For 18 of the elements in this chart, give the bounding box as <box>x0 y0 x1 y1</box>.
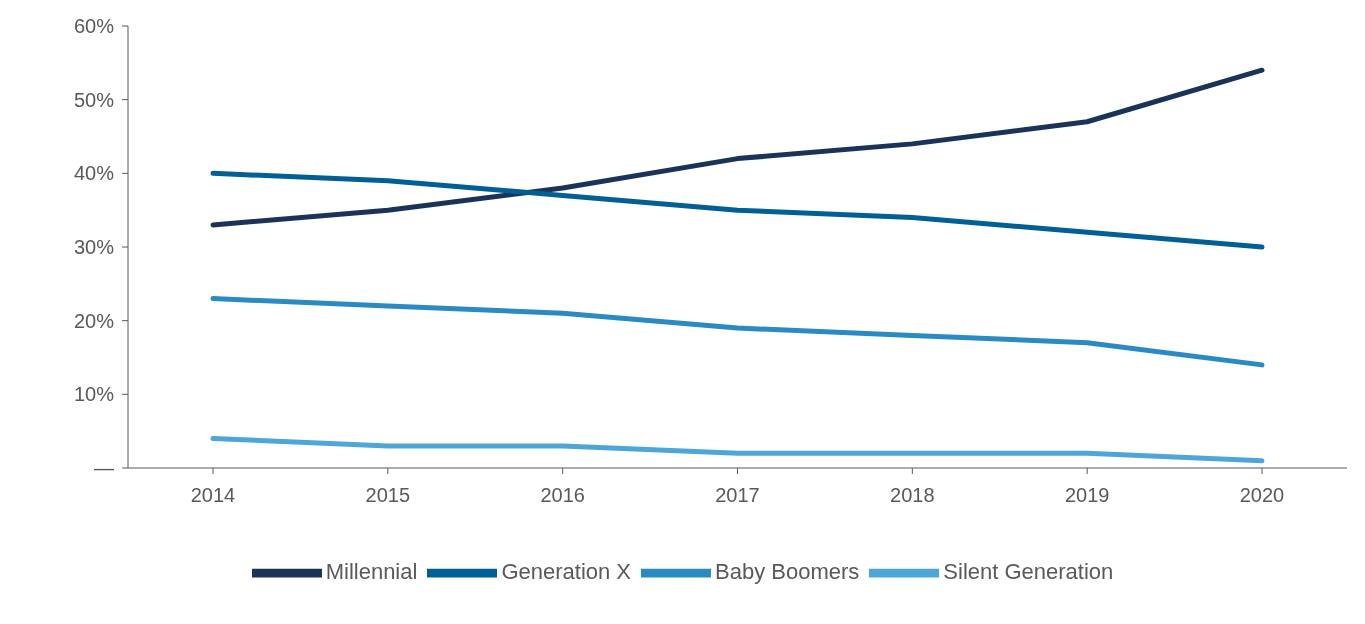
x-tick-label: 2019 <box>1064 484 1110 507</box>
y-tick-label: 30% <box>73 236 115 259</box>
x-tick-label: 2018 <box>890 484 935 507</box>
x-tick-label: 2015 <box>365 484 411 507</box>
legend-label: Generation X <box>501 558 632 584</box>
legend-label: Silent Generation <box>943 558 1114 584</box>
y-tick-label: — <box>94 457 114 480</box>
y-tick-label: 40% <box>73 162 115 185</box>
x-tick-label: 2017 <box>715 484 760 507</box>
legend-label: Baby Boomers <box>715 558 860 584</box>
y-tick-label: 20% <box>73 309 115 332</box>
x-tick-label: 2014 <box>190 484 236 507</box>
legend-label: Millennial <box>325 558 418 584</box>
y-tick-label: 10% <box>73 383 115 406</box>
y-tick-label: 50% <box>73 88 115 111</box>
y-tick-label: 60% <box>73 15 115 38</box>
x-tick-label: 2016 <box>540 484 585 507</box>
x-tick-label: 2020 <box>1239 484 1285 507</box>
